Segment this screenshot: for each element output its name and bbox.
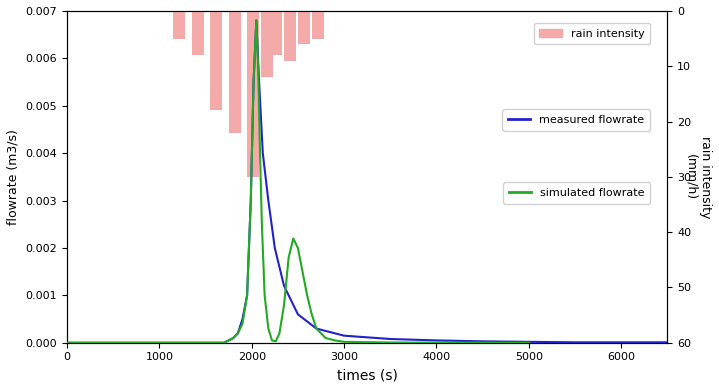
Bar: [284, 11, 296, 61]
Y-axis label: rain intensity
(mm/h): rain intensity (mm/h): [684, 136, 712, 218]
Legend: simulated flowrate: simulated flowrate: [503, 182, 650, 203]
Y-axis label: flowrate (m3/s): flowrate (m3/s): [7, 129, 20, 225]
X-axis label: times (s): times (s): [336, 368, 398, 382]
Bar: [312, 11, 324, 39]
Bar: [247, 11, 259, 177]
Bar: [192, 11, 203, 55]
Bar: [270, 11, 282, 55]
Bar: [229, 11, 241, 133]
Bar: [173, 11, 186, 39]
Bar: [261, 11, 273, 77]
Bar: [210, 11, 222, 110]
Bar: [298, 11, 310, 44]
